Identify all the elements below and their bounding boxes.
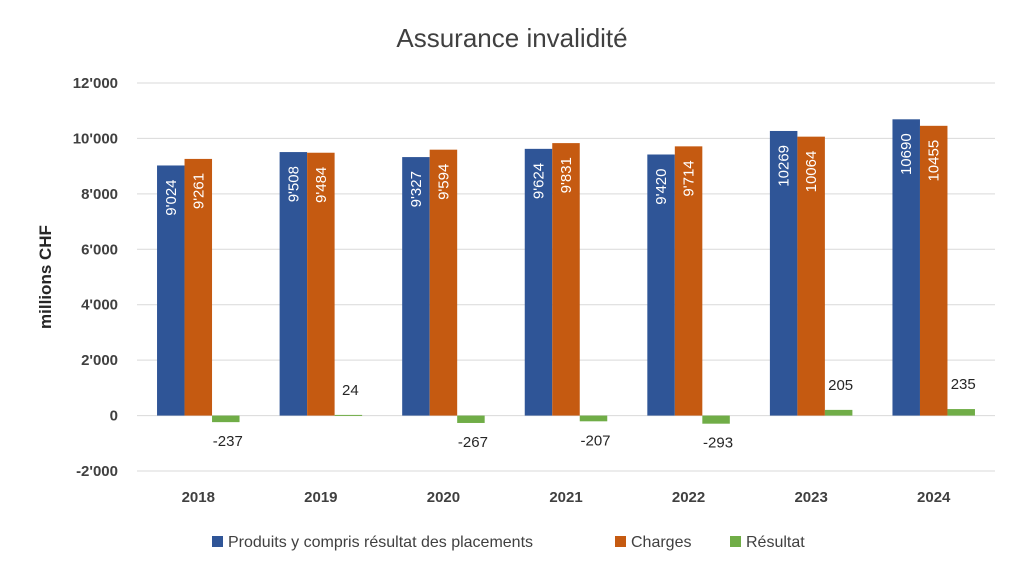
- x-tick-label: 2024: [917, 489, 951, 506]
- bar-charges: [429, 149, 458, 416]
- bar-produits: [279, 152, 308, 416]
- y-tick-label: -2'000: [76, 463, 118, 480]
- y-tick-label: 2'000: [81, 352, 118, 369]
- y-tick-label: 8'000: [81, 186, 118, 203]
- result-value-label: -293: [703, 435, 733, 452]
- bar-resultat: [579, 415, 608, 422]
- bar-resultat: [824, 409, 853, 416]
- bar-produits: [892, 119, 920, 416]
- bar-produits: [769, 130, 798, 416]
- y-tick-label: 0: [110, 408, 118, 425]
- x-tick-label: 2022: [672, 489, 705, 506]
- result-value-label: 205: [828, 377, 853, 394]
- bar-layer: [157, 119, 975, 424]
- bar-value-label: 9'261: [190, 173, 207, 209]
- bar-charges: [674, 146, 703, 416]
- legend-label: Produits y compris résultat des placemen…: [228, 534, 533, 551]
- bar-charges: [919, 125, 948, 416]
- bar-value-label: 9'714: [681, 160, 698, 196]
- x-tick-label: 2018: [182, 489, 215, 506]
- x-tick-label: 2019: [304, 489, 337, 506]
- bar-produits: [157, 165, 185, 416]
- legend-swatch: [615, 536, 626, 547]
- bar-value-label: 9'831: [558, 157, 575, 193]
- bar-value-label: 9'508: [285, 166, 302, 202]
- bar-value-label: 9'024: [163, 179, 180, 215]
- bar-charges: [552, 143, 580, 416]
- legend: Produits y compris résultat des placemen…: [212, 534, 805, 551]
- y-tick-label: 12'000: [73, 75, 118, 92]
- legend-label: Résultat: [746, 534, 805, 551]
- bar-resultat: [947, 409, 975, 416]
- x-tick-layer: 2018 2019 2020 2021 2022 2023 2024: [182, 489, 951, 506]
- bar-value-label: 10269: [776, 145, 793, 187]
- y-axis-label: millions CHF: [36, 225, 55, 329]
- bar-charges: [797, 136, 825, 416]
- bar-value-label: 10690: [898, 133, 915, 175]
- y-tick-label: 6'000: [81, 241, 118, 258]
- bar-value-label: 9'327: [408, 171, 425, 207]
- bar-produits: [524, 148, 553, 416]
- bar-value-label: 10455: [926, 140, 943, 182]
- result-value-label: 24: [342, 382, 359, 399]
- legend-swatch: [730, 536, 741, 547]
- legend-swatch: [212, 536, 223, 547]
- y-tick-label: 4'000: [81, 297, 118, 314]
- bar-produits: [402, 157, 430, 416]
- bar-resultat: [212, 415, 240, 423]
- bar-value-label: 9'594: [435, 164, 452, 200]
- bar-resultat: [457, 415, 485, 423]
- bar-charges: [307, 152, 335, 416]
- bar-produits: [647, 154, 675, 416]
- result-value-label: -237: [213, 433, 243, 450]
- bar-value-label: 9'484: [313, 167, 330, 203]
- bar-value-label: 10064: [803, 151, 820, 193]
- x-tick-label: 2023: [794, 489, 827, 506]
- result-value-label: -267: [458, 434, 488, 451]
- x-tick-label: 2021: [549, 489, 582, 506]
- bar-resultat: [334, 414, 363, 416]
- result-value-label: -207: [580, 432, 610, 449]
- result-value-label: 235: [951, 376, 976, 393]
- bar-value-label: 9'624: [531, 163, 548, 199]
- bar-charges: [184, 158, 213, 416]
- data-label-layer: 9'024 9'261 -237 9'508 9'484 24 9'327 9'594 -267…: [163, 133, 976, 451]
- y-tick-layer: -2'000 0 2'000 4'000 6'000 8'000 10'000 12'000: [73, 75, 118, 480]
- bar-resultat: [702, 415, 730, 424]
- y-tick-label: 10'000: [73, 130, 118, 147]
- legend-label: Charges: [631, 534, 691, 551]
- chart-title: Assurance invalidité: [396, 23, 627, 53]
- x-tick-label: 2020: [427, 489, 460, 506]
- bar-value-label: 9'420: [653, 169, 670, 205]
